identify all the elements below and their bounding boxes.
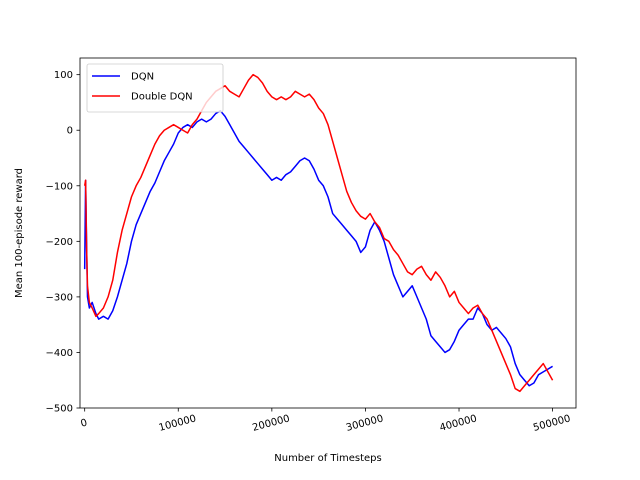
- y-tick-label: −500: [46, 404, 73, 415]
- y-tick-label: −400: [46, 348, 73, 359]
- x-tick-label: 0: [80, 417, 89, 429]
- series-line-dqn: [83, 110, 553, 387]
- series-line-double-dqn: [83, 73, 554, 393]
- plot-area: [80, 58, 576, 408]
- y-tick-label: 0: [67, 126, 73, 137]
- y-tick-label: −100: [46, 181, 73, 192]
- y-axis-label: Mean 100-episode reward: [14, 168, 25, 298]
- legend-label: Double DQN: [131, 92, 193, 103]
- legend-box: [86, 63, 224, 113]
- legend-label: DQN: [131, 72, 154, 83]
- series-layer: [83, 73, 554, 393]
- y-tick-label: −200: [46, 237, 73, 248]
- x-axis-label: Number of Timesteps: [274, 453, 381, 464]
- y-tick-label: −300: [46, 292, 73, 303]
- y-axis: 100 0 −100 −200 −300 −400 −500: [46, 70, 80, 415]
- plot-frame: [79, 57, 577, 409]
- legend: DQN Double DQN: [86, 63, 224, 113]
- y-tick-label: 100: [54, 70, 73, 81]
